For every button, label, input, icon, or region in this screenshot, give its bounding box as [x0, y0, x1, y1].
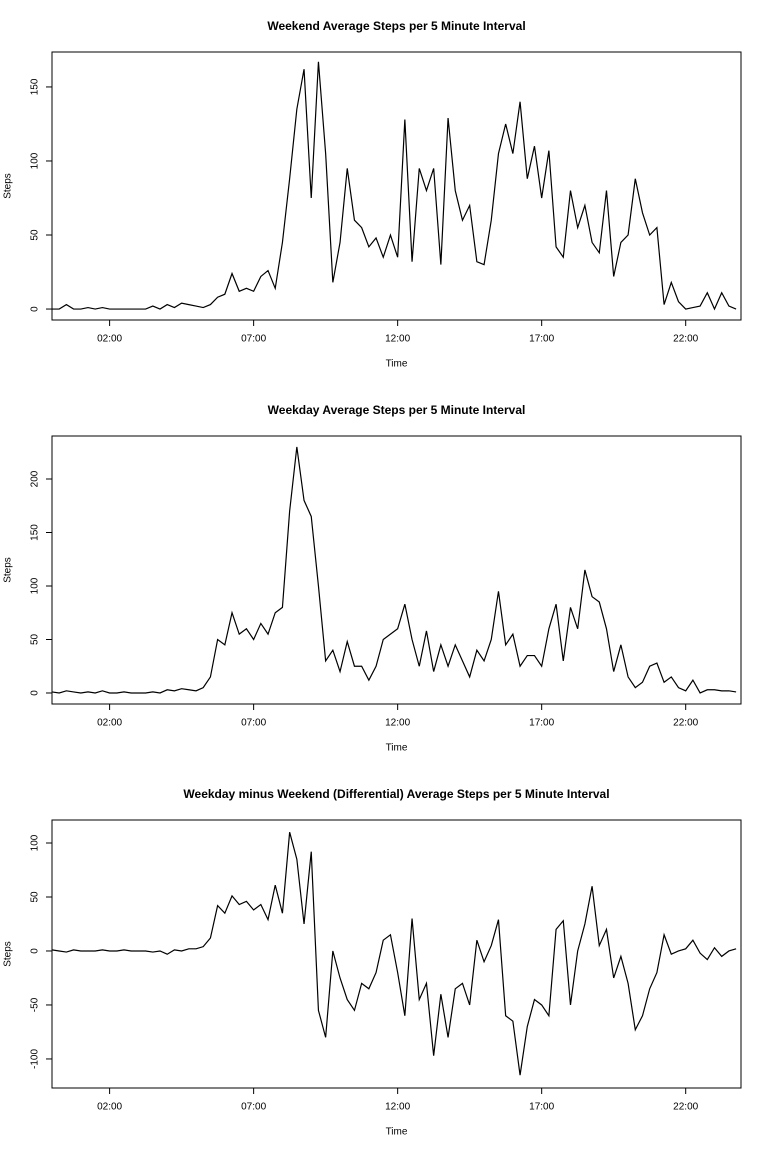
x-tick-label: 12:00 [385, 334, 410, 345]
x-axis-label: Time [386, 1127, 408, 1138]
y-axis-label: Steps [3, 557, 14, 583]
x-tick-label: 22:00 [673, 334, 698, 345]
data-line [51, 832, 737, 1076]
plot-frame [51, 435, 742, 705]
chart-title: Weekend Average Steps per 5 Minute Inter… [267, 19, 525, 33]
x-tick-label: 17:00 [529, 1102, 554, 1113]
y-tick-label: 100 [30, 152, 41, 169]
x-tick-label: 02:00 [97, 718, 122, 729]
x-tick-label: 12:00 [385, 718, 410, 729]
y-tick-label: 0 [30, 306, 41, 312]
y-tick-label: 50 [30, 633, 41, 645]
y-tick-label: 150 [30, 524, 41, 541]
x-tick-label: 07:00 [241, 334, 266, 345]
y-tick-label: 150 [30, 78, 41, 95]
x-axis-label: Time [386, 359, 408, 370]
x-tick-label: 07:00 [241, 1102, 266, 1113]
y-tick-label: -50 [30, 997, 41, 1012]
y-tick-label: -100 [30, 1049, 41, 1069]
chart-title: Weekday minus Weekend (Differential) Ave… [183, 787, 609, 801]
data-line [51, 446, 737, 694]
x-tick-label: 07:00 [241, 718, 266, 729]
y-axis-label: Steps [3, 941, 14, 967]
y-axis-label: Steps [3, 173, 14, 199]
x-tick-label: 12:00 [385, 1102, 410, 1113]
x-tick-label: 02:00 [97, 334, 122, 345]
y-tick-label: 50 [30, 891, 41, 903]
x-tick-label: 17:00 [529, 334, 554, 345]
y-tick-label: 200 [30, 470, 41, 487]
y-tick-label: 100 [30, 577, 41, 594]
x-tick-label: 22:00 [673, 1102, 698, 1113]
y-tick-label: 50 [30, 229, 41, 241]
data-line [52, 61, 737, 311]
x-tick-label: 17:00 [529, 718, 554, 729]
plot-frame [51, 819, 742, 1089]
y-tick-label: 0 [30, 948, 41, 954]
y-tick-label: 100 [30, 834, 41, 851]
x-tick-label: 02:00 [97, 1102, 122, 1113]
y-tick-label: 0 [30, 690, 41, 696]
chart-title: Weekday Average Steps per 5 Minute Inter… [268, 403, 526, 417]
x-axis-label: Time [386, 743, 408, 754]
x-tick-label: 22:00 [673, 718, 698, 729]
plot-frame [51, 51, 742, 321]
